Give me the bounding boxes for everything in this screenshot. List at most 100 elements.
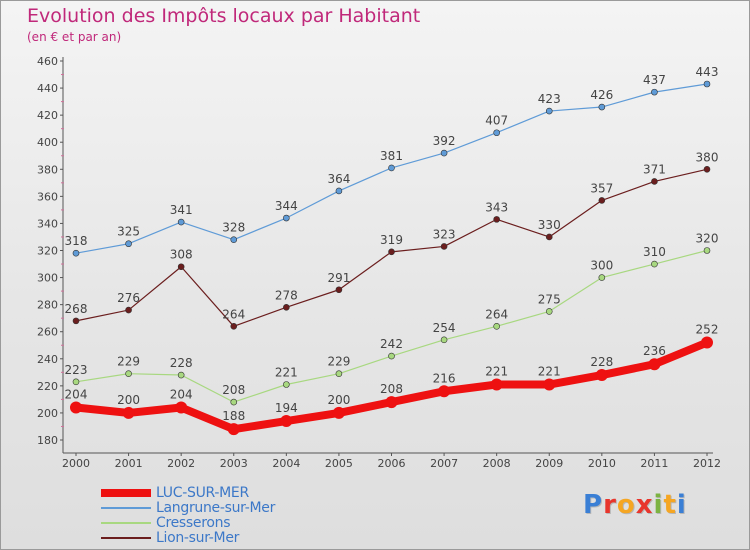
legend-label-cresserons: Cresserons — [156, 514, 231, 531]
y-tick-label: 280 — [37, 299, 58, 312]
data-point-cresserons — [125, 370, 132, 377]
data-point-luc-sur-mer — [332, 406, 345, 419]
data-point-langrune-sur-mer — [125, 240, 132, 248]
data-point-luc-sur-mer — [543, 378, 556, 391]
data-point-langrune-sur-mer — [388, 164, 395, 172]
data-label-langrune-sur-mer: 443 — [696, 65, 719, 79]
data-point-cresserons — [598, 274, 606, 281]
y-tick-label: 340 — [37, 217, 58, 230]
data-point-lion-sur-mer — [177, 263, 185, 271]
x-tick-label: 2005 — [325, 457, 353, 470]
legend-swatch-cresserons — [101, 521, 151, 524]
data-point-cresserons — [545, 308, 553, 315]
y-tick-label: 460 — [37, 55, 58, 68]
y-tick-label: 320 — [37, 245, 58, 258]
data-point-lion-sur-mer — [230, 322, 238, 330]
y-tick-label: 440 — [37, 82, 58, 95]
data-point-cresserons — [651, 260, 658, 268]
data-label-lion-sur-mer: 291 — [327, 271, 350, 285]
data-label-luc-sur-mer: 188 — [222, 409, 245, 423]
data-label-luc-sur-mer: 228 — [590, 355, 613, 369]
legend-label-luc-sur-mer: LUC-SUR-MER — [156, 484, 249, 501]
data-label-cresserons: 300 — [590, 259, 613, 273]
data-point-langrune-sur-mer — [493, 129, 500, 137]
data-point-luc-sur-mer — [122, 406, 135, 419]
data-point-cresserons — [230, 398, 238, 406]
proxiti-logo: Proxiti — [583, 490, 687, 520]
data-label-luc-sur-mer: 221 — [538, 365, 561, 379]
data-point-cresserons — [440, 336, 448, 344]
data-label-langrune-sur-mer: 392 — [433, 134, 456, 148]
data-point-langrune-sur-mer — [703, 80, 711, 88]
data-point-lion-sur-mer — [125, 306, 132, 314]
data-label-langrune-sur-mer: 426 — [590, 88, 613, 102]
legend-item-luc-sur-mer: LUC-SUR-MER — [101, 484, 275, 501]
data-label-cresserons: 320 — [696, 232, 719, 246]
data-label-luc-sur-mer: 200 — [327, 393, 350, 407]
data-point-luc-sur-mer — [70, 401, 82, 414]
data-label-lion-sur-mer: 319 — [380, 233, 403, 247]
legend-label-langrune-sur-mer: Langrune-sur-Mer — [156, 499, 276, 516]
data-label-cresserons: 254 — [433, 321, 456, 335]
data-point-lion-sur-mer — [388, 248, 395, 256]
y-tick-label: 300 — [37, 272, 58, 285]
data-point-langrune-sur-mer — [72, 249, 80, 257]
x-tick-label: 2003 — [220, 457, 248, 470]
data-label-lion-sur-mer: 343 — [485, 200, 508, 214]
data-label-luc-sur-mer: 194 — [275, 401, 298, 415]
y-tick-label: 380 — [37, 163, 58, 176]
y-tick-label: 260 — [37, 326, 58, 339]
data-point-luc-sur-mer — [280, 415, 293, 428]
data-label-lion-sur-mer: 330 — [538, 218, 561, 232]
data-label-lion-sur-mer: 268 — [65, 302, 88, 316]
series-line-cresserons — [75, 249, 708, 403]
data-label-langrune-sur-mer: 381 — [380, 149, 403, 163]
data-label-langrune-sur-mer: 437 — [643, 73, 666, 87]
data-label-luc-sur-mer: 204 — [170, 388, 193, 402]
x-tick-label: 2009 — [535, 457, 563, 470]
data-point-lion-sur-mer — [598, 197, 606, 204]
x-tick-label: 2006 — [378, 457, 406, 470]
data-point-lion-sur-mer — [493, 216, 500, 223]
data-point-luc-sur-mer — [490, 378, 503, 391]
data-point-langrune-sur-mer — [335, 187, 343, 195]
data-label-cresserons: 221 — [275, 366, 298, 380]
data-point-luc-sur-mer — [648, 358, 661, 371]
data-label-langrune-sur-mer: 423 — [538, 92, 561, 106]
legend-item-lion-sur-mer: Lion-sur-Mer — [101, 530, 275, 546]
data-point-luc-sur-mer — [438, 385, 451, 398]
x-tick-label: 2002 — [167, 457, 195, 470]
data-point-langrune-sur-mer — [651, 88, 658, 96]
data-point-langrune-sur-mer — [440, 149, 448, 157]
data-point-cresserons — [703, 247, 711, 254]
data-label-lion-sur-mer: 380 — [696, 150, 719, 164]
data-label-langrune-sur-mer: 344 — [275, 199, 298, 213]
data-point-lion-sur-mer — [703, 165, 711, 173]
data-label-langrune-sur-mer: 341 — [170, 203, 193, 217]
chart-legend: LUC-SUR-MER Langrune-sur-Mer Cresserons Lio… — [101, 484, 276, 546]
data-point-lion-sur-mer — [335, 286, 343, 294]
data-label-cresserons: 229 — [327, 355, 350, 369]
data-label-luc-sur-mer: 204 — [65, 388, 88, 402]
data-label-luc-sur-mer: 221 — [485, 365, 508, 379]
y-tick-label: 240 — [37, 353, 58, 366]
x-tick-label: 2011 — [640, 457, 668, 470]
x-tick-label: 2010 — [588, 457, 616, 470]
data-label-luc-sur-mer: 252 — [696, 323, 719, 337]
data-label-lion-sur-mer: 278 — [275, 288, 298, 302]
data-point-langrune-sur-mer — [230, 236, 238, 243]
y-tick-label: 420 — [37, 109, 58, 122]
data-point-luc-sur-mer — [385, 396, 398, 409]
data-label-langrune-sur-mer: 318 — [65, 234, 88, 248]
data-point-langrune-sur-mer — [283, 214, 290, 222]
data-point-lion-sur-mer — [440, 243, 448, 250]
data-point-lion-sur-mer — [283, 304, 290, 311]
data-point-cresserons — [335, 370, 343, 377]
legend-item-langrune-sur-mer: Langrune-sur-Mer — [101, 499, 276, 516]
x-tick-label: 2012 — [693, 457, 721, 470]
chart-subtitle: (en € et par an) — [27, 30, 122, 44]
data-point-luc-sur-mer — [227, 423, 240, 436]
legend-swatch-luc-sur-mer — [101, 488, 151, 497]
data-label-lion-sur-mer: 323 — [433, 227, 456, 241]
data-point-langrune-sur-mer — [177, 218, 185, 226]
